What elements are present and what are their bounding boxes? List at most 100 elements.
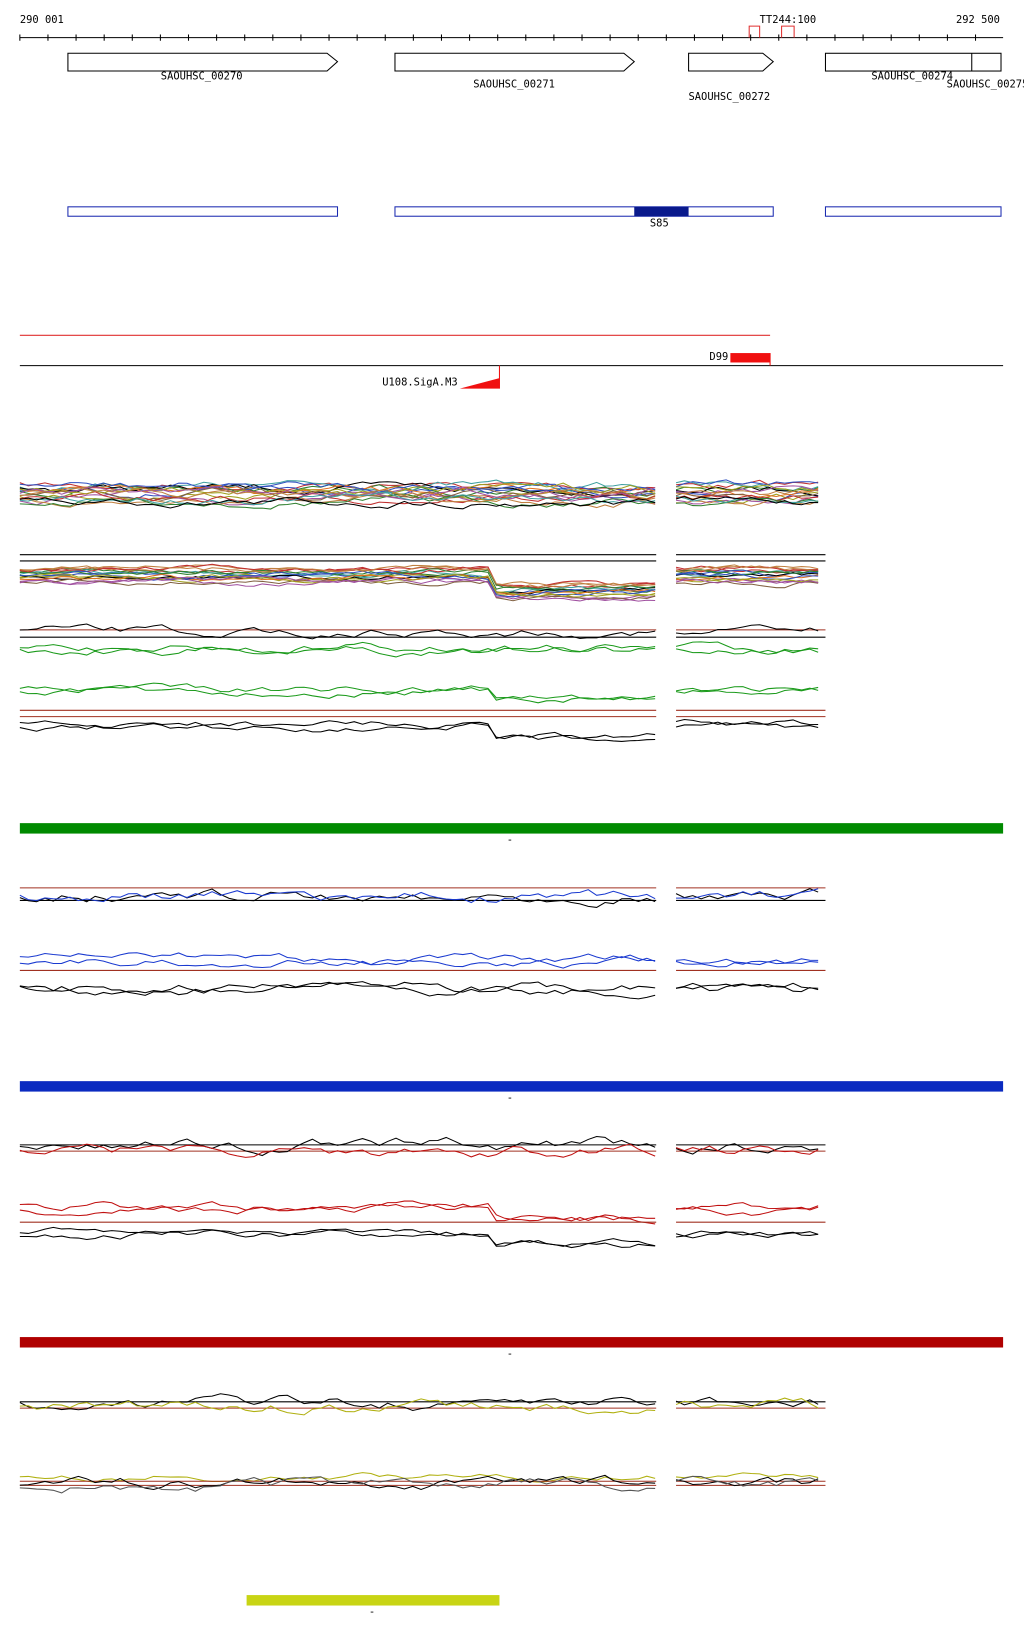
expression-trace <box>19 1203 656 1222</box>
expression-trace <box>19 1393 656 1412</box>
expression-trace <box>19 493 656 510</box>
expression-trace <box>19 497 656 510</box>
ruler-marker: TT244:100 <box>760 14 817 26</box>
expression-trace <box>19 623 656 640</box>
expression-trace <box>675 641 819 655</box>
expression-trace <box>675 1397 819 1409</box>
expression-trace <box>19 486 656 502</box>
expression-trace <box>675 495 819 506</box>
expression-trace <box>675 1475 819 1487</box>
track-label: - <box>507 834 513 846</box>
segment-label: S85 <box>650 218 669 230</box>
expression-trace <box>675 624 819 635</box>
expression-trace <box>19 645 656 658</box>
expression-trace <box>19 481 656 493</box>
expression-trace <box>676 572 819 580</box>
ruler-start: 290 001 <box>20 14 64 26</box>
ruler-end: 292 500 <box>956 14 1000 26</box>
gene-label: SAOUHSC_00271 <box>473 79 555 91</box>
track-bar <box>19 823 1004 834</box>
expression-trace <box>675 1472 819 1479</box>
expression-trace <box>19 573 656 598</box>
expression-trace <box>19 684 656 701</box>
track-bar <box>19 1337 1004 1348</box>
expression-trace <box>675 958 819 968</box>
expression-trace <box>19 721 656 742</box>
expression-trace <box>19 1226 656 1247</box>
expression-trace <box>676 1206 819 1216</box>
track-label: - <box>507 1348 513 1360</box>
expression-trace <box>675 983 819 993</box>
expression-trace <box>19 568 656 591</box>
gene-label: SAOUHSC_00274 <box>871 70 953 82</box>
marker-peak <box>781 25 795 38</box>
expression-trace <box>19 1200 656 1225</box>
expression-trace <box>676 581 819 589</box>
expression-trace <box>19 1135 656 1157</box>
expression-trace <box>19 981 656 1000</box>
gene-box <box>824 52 1002 72</box>
expression-trace <box>19 682 656 704</box>
expression-trace <box>19 641 656 655</box>
gene-label: SAOUHSC_00272 <box>688 91 770 103</box>
expression-trace <box>676 488 819 496</box>
expression-trace <box>19 575 656 602</box>
expression-trace <box>676 569 819 576</box>
expression-trace <box>19 576 656 600</box>
expression-trace <box>19 956 656 969</box>
expression-trace <box>19 1474 656 1491</box>
expression-trace <box>675 686 819 692</box>
expression-trace <box>19 1143 656 1158</box>
operon-box <box>67 206 339 217</box>
expression-tracks <box>19 479 826 1494</box>
expression-trace <box>675 648 819 655</box>
expression-trace <box>675 721 819 729</box>
ruler <box>19 34 1004 41</box>
expression-trace <box>675 1145 819 1155</box>
expression-trace <box>19 888 656 908</box>
expression-trace <box>19 564 656 588</box>
expression-trace <box>675 1476 819 1487</box>
expression-trace <box>19 1476 656 1494</box>
expression-trace <box>19 720 656 740</box>
expression-trace <box>19 1398 656 1416</box>
gene-arrow <box>67 52 339 72</box>
expression-trace <box>19 566 656 590</box>
expression-trace <box>676 888 819 899</box>
expression-trace <box>19 889 656 904</box>
marker-peak <box>748 25 761 38</box>
expression-trace <box>675 485 819 495</box>
expression-trace <box>676 484 819 493</box>
expression-trace <box>675 479 819 488</box>
expression-trace <box>19 952 656 966</box>
track-label: - <box>507 1092 513 1104</box>
expression-trace <box>675 1396 819 1408</box>
expression-trace <box>19 483 656 498</box>
expression-trace <box>675 686 819 695</box>
gene-arrow <box>688 52 775 72</box>
expression-trace <box>676 576 819 583</box>
expression-trace <box>675 480 819 492</box>
operon-box <box>824 206 1002 217</box>
promoter-label: U108.SigA.M3 <box>382 376 457 388</box>
promoter <box>459 378 500 389</box>
segment <box>634 206 689 217</box>
expression-trace <box>675 1231 819 1239</box>
expression-trace <box>675 578 819 584</box>
expression-trace <box>19 1228 656 1249</box>
track-label: - <box>369 1606 375 1618</box>
expression-trace <box>19 494 656 509</box>
expression-trace <box>19 563 656 588</box>
gene-arrow <box>394 52 636 72</box>
expression-trace <box>19 487 656 503</box>
terminator <box>730 353 771 363</box>
expression-trace <box>675 718 819 726</box>
track-bar <box>246 1595 500 1606</box>
track-bar <box>19 1081 1004 1092</box>
terminator-label: D99 <box>709 351 728 363</box>
gene-label: SAOUHSC_00270 <box>161 70 243 82</box>
gene-label: SAOUHSC_00275 <box>947 79 1024 91</box>
operon-box <box>394 206 774 217</box>
expression-trace <box>19 491 656 506</box>
